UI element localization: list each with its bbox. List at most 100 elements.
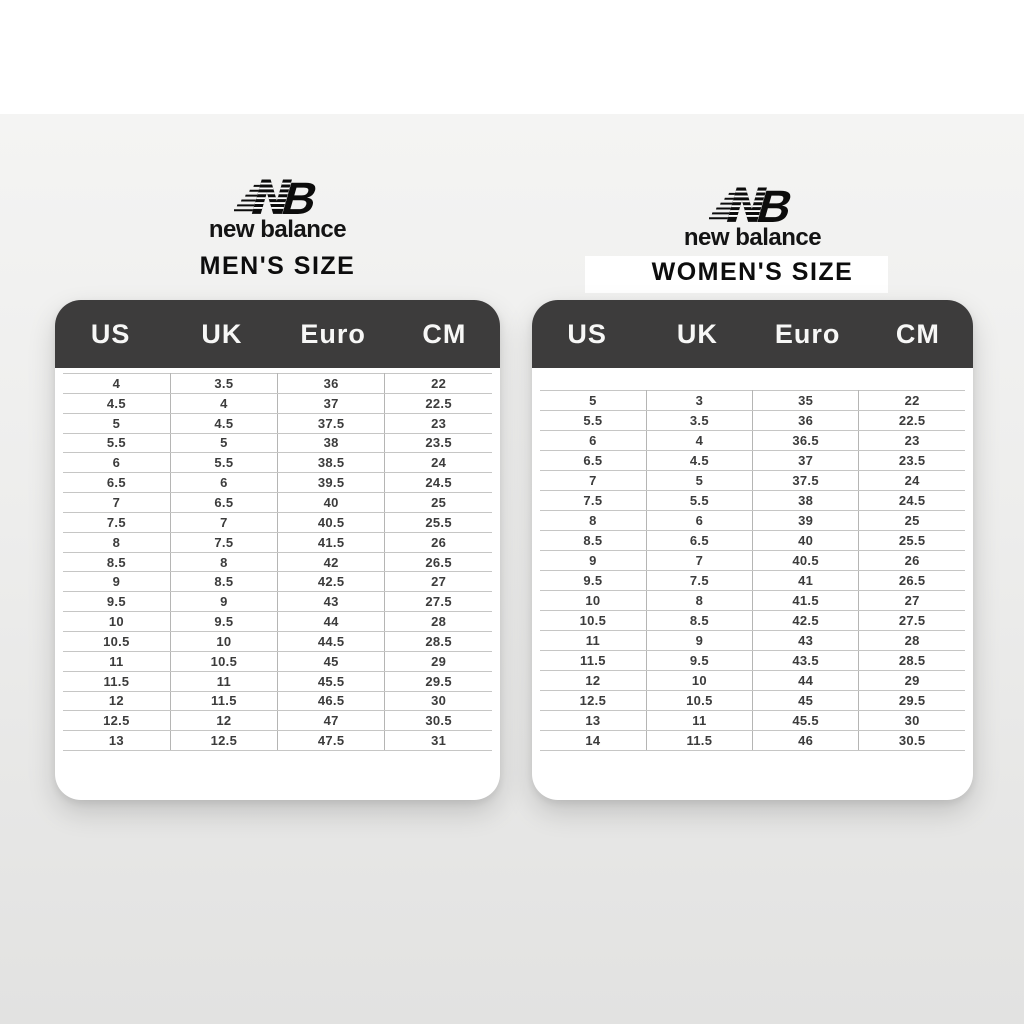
size-row: 11 9 43 28 [540, 630, 965, 651]
size-cell: 25.5 [858, 530, 965, 551]
size-cell: 5 [63, 413, 171, 434]
size-cell: 30 [384, 691, 492, 712]
size-cell: 37 [277, 393, 386, 414]
size-row: 10 9.5 44 28 [63, 611, 492, 632]
size-cell: 12.5 [170, 730, 279, 752]
size-cell: 4 [646, 430, 754, 451]
size-cell: 12 [170, 710, 279, 732]
size-row: 5.5 3.5 36 22.5 [540, 410, 965, 431]
size-cell: 38 [277, 433, 386, 454]
size-cell: 3 [646, 390, 754, 411]
size-cell: 24 [858, 470, 965, 491]
womens-brand-block: B new balance [532, 182, 973, 252]
size-cell: 31 [384, 730, 492, 752]
size-row: 10 8 41.5 27 [540, 590, 965, 611]
size-row: 6 4 36.5 23 [540, 430, 965, 451]
size-cell: 36.5 [752, 430, 860, 451]
size-cell: 30 [858, 710, 965, 731]
size-cell: 7.5 [170, 532, 279, 553]
size-cell: 45 [277, 651, 386, 672]
size-row: 12 11.5 46.5 30 [63, 691, 492, 712]
size-cell: 44 [752, 670, 860, 691]
size-cell: 6.5 [646, 530, 754, 551]
size-cell: 45.5 [752, 710, 860, 731]
size-cell: 25.5 [384, 512, 492, 533]
size-cell: 27.5 [384, 591, 492, 613]
size-cell: 11 [646, 710, 754, 731]
size-row: 5 4.5 37.5 23 [63, 413, 492, 434]
size-cell: 9 [170, 591, 279, 613]
size-row: 9.5 7.5 41 26.5 [540, 570, 965, 591]
new-balance-logo-icon: B [233, 174, 322, 218]
size-cell: 46.5 [277, 691, 386, 712]
size-cell: 8.5 [63, 552, 171, 573]
size-cell: 29.5 [858, 690, 965, 711]
size-cell: 43 [752, 630, 860, 651]
size-cell: 11.5 [646, 730, 754, 751]
size-cell: 4.5 [63, 393, 171, 414]
size-row: 11.5 11 45.5 29.5 [63, 671, 492, 692]
size-row: 8 7.5 41.5 26 [63, 532, 492, 553]
size-cell: 29 [858, 670, 965, 691]
new-balance-wordmark: new balance [683, 224, 822, 251]
size-cell: 8 [646, 590, 754, 611]
size-cell: 27 [858, 590, 965, 611]
size-cell: 11.5 [540, 650, 647, 671]
size-cell: 9.5 [170, 611, 279, 632]
size-cell: 5 [170, 433, 279, 454]
size-row: 11.5 9.5 43.5 28.5 [540, 650, 965, 671]
size-cell: 8.5 [540, 530, 647, 551]
size-cell: 27 [384, 571, 492, 593]
womens-title-band [585, 256, 888, 293]
size-cell: 40.5 [277, 512, 386, 533]
size-cell: 9 [63, 571, 171, 593]
size-cell: 24 [384, 452, 492, 474]
size-row: 10.5 8.5 42.5 27.5 [540, 610, 965, 631]
size-cell: 5 [540, 390, 647, 411]
size-cell: 22.5 [384, 393, 492, 414]
size-cell: 36 [752, 410, 860, 431]
size-row: 7 5 37.5 24 [540, 470, 965, 491]
size-cell: 39.5 [277, 472, 386, 494]
size-cell: 5 [646, 470, 754, 491]
size-cell: 36 [277, 373, 386, 394]
size-cell: 9 [646, 630, 754, 651]
size-cell: 26.5 [858, 570, 965, 591]
size-cell: 41.5 [752, 590, 860, 611]
size-cell: 42.5 [752, 610, 860, 631]
size-row: 9 8.5 42.5 27 [63, 571, 492, 593]
size-cell: 12.5 [63, 710, 171, 732]
size-cell: 27.5 [858, 610, 965, 631]
size-cell: 35 [752, 390, 860, 411]
mens-header-euro: Euro [300, 318, 366, 349]
womens-size-title: WOMEN'S SIZE [651, 258, 854, 286]
size-cell: 6.5 [540, 450, 647, 471]
size-cell: 28.5 [858, 650, 965, 671]
size-row: 5 3 35 22 [540, 390, 965, 411]
size-row: 6.5 4.5 37 23.5 [540, 450, 965, 471]
size-cell: 10 [540, 590, 647, 611]
size-cell: 40.5 [752, 550, 860, 571]
size-cell: 23.5 [384, 433, 492, 454]
mens-header-cm: CM [422, 318, 467, 349]
size-cell: 41.5 [277, 532, 386, 553]
size-cell: 8 [170, 552, 279, 573]
mens-header-uk: UK [201, 318, 243, 349]
size-cell: 24.5 [384, 472, 492, 494]
size-cell: 6 [540, 430, 647, 451]
size-cell: 12 [540, 670, 647, 691]
size-cell: 44 [277, 611, 386, 632]
size-cell: 13 [540, 710, 647, 731]
size-cell: 11 [63, 651, 171, 672]
size-cell: 28 [384, 611, 492, 632]
mens-size-table: 4 3.5 36 22 4.5 4 37 22.5 5 4.5 37.5 23 5.5 5 38 23.5 6 5… [63, 373, 492, 752]
size-cell: 10.5 [170, 651, 279, 672]
size-cell: 13 [63, 730, 171, 752]
womens-table-header: US UK Euro CM [532, 300, 973, 368]
size-cell: 4 [63, 373, 171, 394]
size-cell: 47.5 [277, 730, 386, 752]
size-cell: 3.5 [170, 373, 279, 394]
size-cell: 9.5 [63, 591, 171, 613]
size-cell: 43.5 [752, 650, 860, 671]
